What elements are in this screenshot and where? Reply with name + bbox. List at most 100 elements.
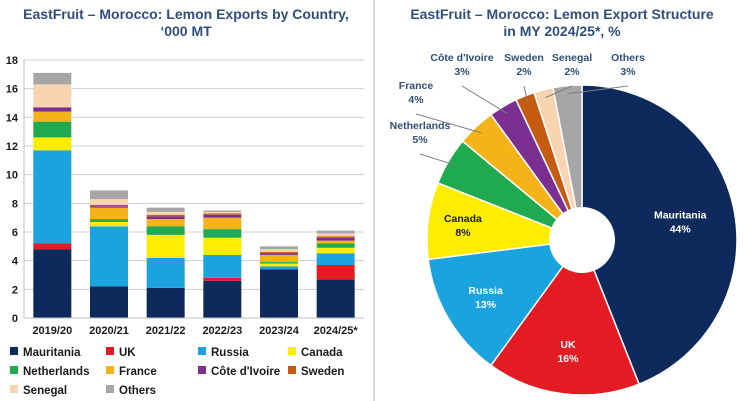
bar-segment bbox=[316, 253, 355, 265]
bar-segment bbox=[260, 262, 298, 264]
donut-hole bbox=[549, 207, 615, 273]
bar-segment bbox=[146, 287, 185, 318]
y-tick-label: 0 bbox=[12, 313, 18, 325]
bar-segment bbox=[33, 249, 72, 318]
legend-swatch bbox=[106, 366, 114, 374]
donut-chart-panel: EastFruit – Morocco: Lemon Export Struct… bbox=[376, 0, 748, 401]
bar-segment bbox=[203, 277, 242, 281]
slice-label: Netherlands bbox=[390, 120, 451, 132]
bar-segment bbox=[33, 107, 72, 112]
x-tick-label: 2022/23 bbox=[202, 325, 242, 337]
legend-label: Senegal bbox=[23, 385, 68, 397]
bar-segment bbox=[90, 207, 128, 220]
bar-chart-title-line1: EastFruit – Morocco: Lemon Exports by Co… bbox=[23, 6, 349, 22]
x-tick-label: 2023/24 bbox=[259, 325, 300, 337]
bar-segment bbox=[203, 213, 242, 215]
legend-swatch bbox=[288, 366, 296, 374]
donut-chart-title-line2: in MY 2024/25*, % bbox=[503, 23, 621, 39]
slice-percent: 3% bbox=[620, 66, 636, 78]
bar-chart-panel: EastFruit – Morocco: Lemon Exports by Co… bbox=[0, 0, 372, 401]
leader-line bbox=[523, 85, 529, 104]
bar-segment bbox=[146, 207, 185, 212]
y-tick-label: 14 bbox=[6, 112, 19, 124]
bar-chart-canvas: 0 2 4 6 8 10 12 14 16 18 2019/20 2020/21 2021/22 2022… bbox=[6, 55, 364, 337]
slice-percent: 44% bbox=[670, 223, 692, 235]
bar-segment bbox=[316, 247, 355, 254]
legend-label: Mauritania bbox=[23, 347, 81, 359]
slice-percent: 4% bbox=[408, 94, 424, 106]
bar-segment bbox=[203, 214, 242, 218]
bar-segment bbox=[146, 211, 185, 215]
legend-item: France bbox=[106, 365, 157, 379]
slice-label: Sweden bbox=[504, 52, 544, 64]
y-tick-label: 18 bbox=[6, 55, 18, 67]
y-tick-label: 6 bbox=[12, 227, 18, 239]
bar-segment bbox=[316, 243, 355, 248]
slice-percent: 16% bbox=[557, 353, 579, 365]
bar-segment bbox=[146, 216, 185, 220]
legend-label: Côte d'Ivoire bbox=[211, 366, 281, 378]
slice-label: Senegal bbox=[552, 52, 592, 64]
slice-label: Canada bbox=[444, 213, 482, 225]
slice-label: UK bbox=[560, 339, 576, 351]
legend-label: Netherlands bbox=[23, 366, 90, 378]
x-tick-label: 2021/22 bbox=[146, 325, 186, 337]
bar-segment bbox=[90, 204, 128, 207]
slice-label: Russia bbox=[468, 285, 503, 297]
legend-label: Russia bbox=[211, 347, 249, 359]
legend-item: Russia bbox=[198, 346, 249, 360]
bar-segment bbox=[316, 279, 355, 318]
slice-label: France bbox=[399, 80, 434, 92]
legend-item: Senegal bbox=[10, 384, 67, 398]
leader-line bbox=[415, 113, 482, 134]
legend-item: Côte d'Ivoire bbox=[198, 365, 280, 379]
x-tick-label: 2020/21 bbox=[89, 325, 129, 337]
x-tick-label: 2024/25* bbox=[314, 325, 359, 337]
bar-segment bbox=[146, 234, 185, 258]
slice-percent: 2% bbox=[516, 66, 532, 78]
x-tick-label: 2019/20 bbox=[32, 325, 72, 337]
legend-item: Netherlands bbox=[10, 365, 89, 379]
bar-segment bbox=[33, 121, 72, 138]
bar-segment bbox=[33, 243, 72, 250]
bar-segment bbox=[146, 226, 185, 235]
y-tick-label: 12 bbox=[6, 141, 18, 153]
slice-percent: 3% bbox=[454, 66, 470, 78]
legend-label: France bbox=[119, 366, 157, 378]
legend-item: Canada bbox=[288, 346, 343, 360]
panel-divider bbox=[373, 0, 375, 401]
slice-percent: 13% bbox=[475, 299, 497, 311]
bar-segment bbox=[146, 219, 185, 227]
donut-chart-title-line1: EastFruit – Morocco: Lemon Export Struct… bbox=[410, 6, 714, 22]
bar-segment bbox=[260, 269, 298, 318]
legend-swatch bbox=[106, 385, 114, 393]
y-tick-label: 10 bbox=[6, 170, 18, 182]
leader-line bbox=[568, 85, 629, 95]
bar-segment bbox=[203, 280, 242, 318]
slice-label: Côte d'Ivoire bbox=[430, 52, 493, 64]
legend-swatch bbox=[10, 347, 18, 355]
slice-percent: 5% bbox=[412, 134, 428, 146]
bar-chart-title: EastFruit – Morocco: Lemon Exports by Co… bbox=[0, 6, 372, 40]
bar-segment bbox=[33, 150, 72, 244]
bar-segment bbox=[33, 72, 72, 85]
bar-segment bbox=[33, 137, 72, 151]
donut-slice bbox=[581, 84, 738, 386]
legend-item: Mauritania bbox=[10, 346, 81, 360]
leader-line bbox=[545, 85, 573, 99]
bar-segment bbox=[203, 211, 242, 214]
donut-slice bbox=[427, 239, 584, 367]
legend-swatch bbox=[10, 385, 18, 393]
bar-segment bbox=[90, 219, 128, 222]
legend-item: UK bbox=[106, 346, 136, 360]
y-tick-label: 2 bbox=[12, 284, 18, 296]
legend-swatch bbox=[198, 347, 206, 355]
legend-swatch bbox=[106, 347, 114, 355]
bar-segment bbox=[203, 237, 242, 255]
bar-segment bbox=[260, 249, 298, 253]
bar-segment bbox=[90, 190, 128, 200]
legend-swatch bbox=[288, 347, 296, 355]
donut-chart-canvas: Mauritania 44% UK 16% Russia 13% Canada 8% Nethe… bbox=[390, 52, 738, 396]
bar-segment bbox=[146, 257, 185, 288]
legend-label: Canada bbox=[301, 347, 343, 359]
